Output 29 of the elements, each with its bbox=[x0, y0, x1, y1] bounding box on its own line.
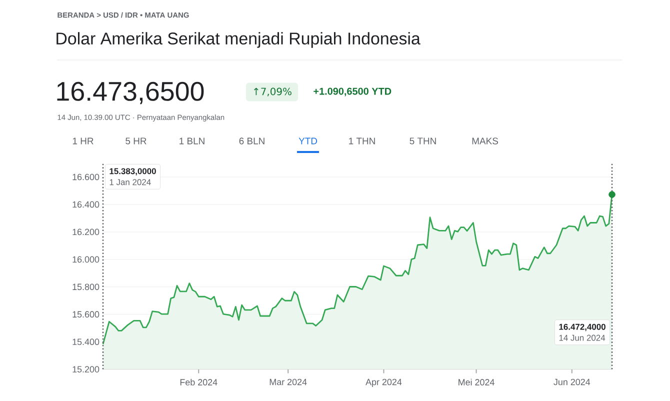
chart-subtitle: 16.473,6500 bbox=[57, 82, 204, 104]
y-tick-label: 16.600 bbox=[72, 174, 100, 180]
x-tick-label: Feb 2024 bbox=[180, 378, 218, 386]
chart-title: Dolar Amerika Serikat menjadi Rupiah Indonesia bbox=[56, 32, 420, 48]
text: 5 THN bbox=[410, 138, 436, 144]
y-tick-label: 15.600 bbox=[72, 311, 100, 318]
y-tick-label: 16.000 bbox=[72, 256, 100, 263]
text: YTD bbox=[298, 138, 318, 144]
annotation: 15.383,0000 bbox=[110, 168, 156, 176]
y-tick-label: 15.400 bbox=[72, 338, 100, 346]
y-tick-label: 16.200 bbox=[72, 228, 100, 236]
text: MAKS bbox=[472, 138, 498, 144]
annotation: 14 Jun 2024 bbox=[559, 334, 606, 341]
text: ↑7,09% bbox=[254, 88, 292, 96]
y-tick-label: 16.400 bbox=[72, 201, 100, 208]
annotation: 16.472,4000 bbox=[559, 324, 606, 332]
text: 1 THN bbox=[349, 138, 375, 144]
y-tick-label: 15.800 bbox=[72, 284, 100, 290]
text: 1 BLN bbox=[180, 138, 204, 144]
x-tick-label: Mar 2024 bbox=[270, 378, 307, 386]
text: +1.090,6500 YTD bbox=[314, 88, 392, 96]
x-tick-label: Apr 2024 bbox=[366, 378, 402, 387]
x-tick-label: Jun 2024 bbox=[554, 378, 590, 386]
y-tick-label: 15.200 bbox=[72, 366, 100, 372]
text: 5 HR bbox=[126, 138, 146, 144]
text: 1 HR bbox=[72, 138, 94, 144]
annotation: 1 Jan 2024 bbox=[110, 179, 151, 186]
text: 6 BLN bbox=[239, 138, 264, 144]
x-tick-label: Mei 2024 bbox=[458, 378, 494, 386]
